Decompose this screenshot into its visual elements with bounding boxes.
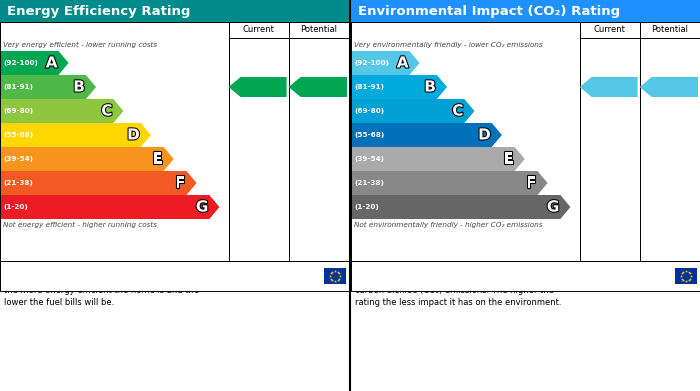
Bar <box>351 22 700 261</box>
Text: Very environmentally friendly - lower CO₂ emissions: Very environmentally friendly - lower CO… <box>354 41 542 48</box>
Text: Potential: Potential <box>651 25 688 34</box>
Polygon shape <box>0 99 123 123</box>
Text: 87: 87 <box>666 81 683 93</box>
Text: England & Wales: England & Wales <box>356 269 500 283</box>
Text: G: G <box>547 199 559 215</box>
Text: B: B <box>74 79 85 95</box>
Text: C: C <box>452 104 463 118</box>
Text: 83: 83 <box>316 81 332 93</box>
Bar <box>351 261 700 291</box>
Text: (55-68): (55-68) <box>3 132 34 138</box>
Text: F: F <box>526 176 536 190</box>
Text: Potential: Potential <box>300 25 337 34</box>
Text: Current: Current <box>594 25 626 34</box>
Text: Not environmentally friendly - higher CO₂ emissions: Not environmentally friendly - higher CO… <box>354 222 542 228</box>
Text: E: E <box>153 151 162 167</box>
Polygon shape <box>351 171 547 195</box>
Text: G: G <box>196 199 209 215</box>
Text: F: F <box>175 176 186 190</box>
Polygon shape <box>0 51 69 75</box>
Text: Current: Current <box>243 25 274 34</box>
Polygon shape <box>0 123 151 147</box>
Text: (92-100): (92-100) <box>354 60 389 66</box>
Bar <box>0 0 349 22</box>
Text: EU Directive
2002/91/EC: EU Directive 2002/91/EC <box>232 265 279 286</box>
Text: Environmental Impact (CO₂) Rating: Environmental Impact (CO₂) Rating <box>358 5 620 18</box>
Polygon shape <box>351 147 525 171</box>
Text: (1-20): (1-20) <box>3 204 28 210</box>
Text: E: E <box>503 151 514 167</box>
Polygon shape <box>0 147 174 171</box>
Polygon shape <box>0 195 220 219</box>
Polygon shape <box>229 77 286 97</box>
Text: 82: 82 <box>256 81 272 93</box>
Polygon shape <box>351 195 570 219</box>
Text: (21-38): (21-38) <box>3 180 33 186</box>
Text: The environmental impact rating is a measure of
a home's impact on the environme: The environmental impact rating is a mea… <box>355 261 561 307</box>
Text: Energy Efficiency Rating: Energy Efficiency Rating <box>7 5 190 18</box>
Text: C: C <box>102 104 113 118</box>
Polygon shape <box>351 51 419 75</box>
Text: A: A <box>397 56 409 70</box>
Polygon shape <box>288 77 347 97</box>
Text: (21-38): (21-38) <box>354 180 384 186</box>
Text: (39-54): (39-54) <box>354 156 384 162</box>
Text: (39-54): (39-54) <box>3 156 33 162</box>
Polygon shape <box>351 75 447 99</box>
Polygon shape <box>351 123 502 147</box>
Text: Very energy efficient - lower running costs: Very energy efficient - lower running co… <box>3 41 157 48</box>
Text: (69-80): (69-80) <box>3 108 33 114</box>
Polygon shape <box>0 75 96 99</box>
Text: A: A <box>46 56 57 70</box>
Text: (1-20): (1-20) <box>354 204 379 210</box>
Polygon shape <box>351 99 475 123</box>
Text: The energy efficiency rating is a measure of the
overall efficiency of a home. T: The energy efficiency rating is a measur… <box>4 261 216 307</box>
Bar <box>351 0 700 22</box>
Text: (69-80): (69-80) <box>354 108 384 114</box>
Polygon shape <box>580 77 638 97</box>
Bar <box>675 268 697 284</box>
Text: B: B <box>424 79 436 95</box>
Text: 86: 86 <box>606 81 623 93</box>
Polygon shape <box>640 77 698 97</box>
Text: (55-68): (55-68) <box>354 132 384 138</box>
Bar <box>0 261 349 291</box>
Text: (81-91): (81-91) <box>354 84 384 90</box>
Polygon shape <box>0 171 197 195</box>
Text: D: D <box>478 127 491 142</box>
Text: EU Directive
2002/91/EC: EU Directive 2002/91/EC <box>582 265 630 286</box>
Text: England & Wales: England & Wales <box>5 269 149 283</box>
Text: (81-91): (81-91) <box>3 84 33 90</box>
Text: D: D <box>127 127 140 142</box>
Bar <box>0 22 349 261</box>
Text: Not energy efficient - higher running costs: Not energy efficient - higher running co… <box>3 222 157 228</box>
Text: (92-100): (92-100) <box>3 60 38 66</box>
Bar <box>324 268 346 284</box>
